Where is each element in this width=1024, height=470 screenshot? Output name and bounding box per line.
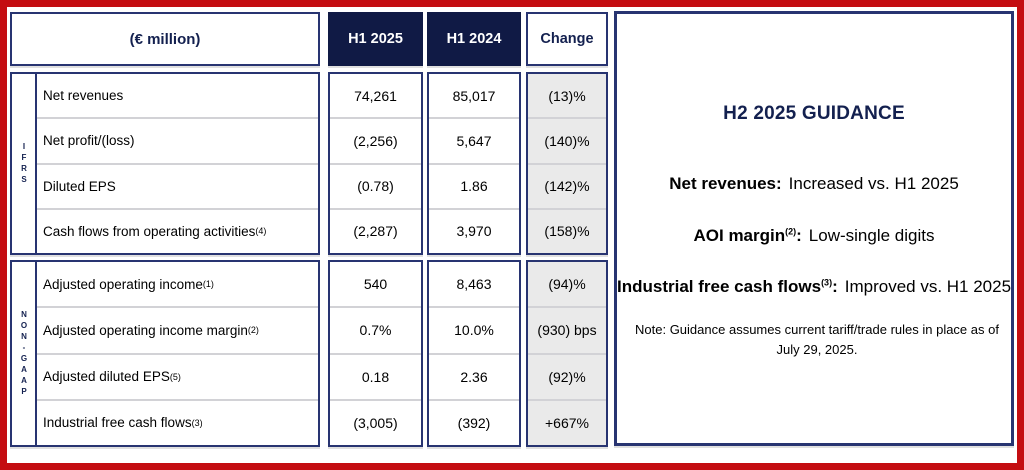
table-value-cell: 10.0% (429, 306, 519, 352)
table-value-cell: (13)% (548, 87, 586, 104)
table-row-label: Adjusted operating income (1) (43, 276, 214, 292)
guidance-label-colon: : (832, 277, 838, 296)
table-value-cell: (3,005) (330, 398, 421, 445)
guidance-label-colon: : (776, 174, 782, 193)
row-label-text: Net revenues (43, 88, 124, 104)
guidance-item-label: Industrial free cash flows(3): (617, 277, 838, 296)
values-h1-2025-ifrs: 74,261 (2,256) (0.78) (2,287) (328, 72, 423, 255)
column-header-change: Change (526, 12, 608, 66)
row-label-list: Net revenues Net profit/(loss) Diluted EPS… (37, 74, 318, 253)
row-label-text: Adjusted operating income (43, 276, 203, 292)
guidance-label-footnote: (2) (785, 226, 797, 237)
guidance-item-aoi-margin: AOI margin(2): Low-single digits (617, 226, 1011, 246)
table-value-cell: (0.78) (330, 162, 421, 208)
section-label-non-gaap: NON-GAAP (19, 309, 29, 398)
table-value-cell: (92)% (528, 352, 606, 399)
row-label-list: Adjusted operating income (1) Adjusted ope… (37, 262, 318, 445)
table-row-label: Diluted EPS (37, 162, 318, 208)
table-value-cell: (140)% (528, 117, 606, 162)
column-header-h1-2025: H1 2025 (328, 12, 423, 66)
table-row-label: Adjusted diluted EPS (5) (37, 352, 318, 399)
table-value-cell: (2,287) (330, 207, 421, 253)
table-row-label: Net revenues (37, 74, 318, 117)
values-h1-2025-non-gaap: 540 0.7% 0.18 (3,005) (328, 260, 423, 447)
table-row-label: Cash flows from operating activities (4) (37, 207, 318, 253)
table-value-cell: 0.7% (330, 306, 421, 352)
table-value-cell: 74,261 (354, 87, 397, 104)
table-row-label: Industrial free cash flows (3) (37, 398, 318, 445)
table-value-cell: (94)% (548, 276, 586, 293)
table-value-cell: 5,647 (429, 117, 519, 162)
guidance-item-industrial-free-cash-flows: Industrial free cash flows(3): Improved v… (617, 277, 1011, 297)
table-value-cell: (930) bps (528, 306, 606, 352)
table-value-cell: 3,970 (429, 207, 519, 253)
table-row-label: Net profit/(loss) (37, 117, 318, 162)
table-value-cell: 2.36 (429, 352, 519, 399)
table-value-cell: 1.86 (429, 162, 519, 208)
table-row-label: Adjusted operating income margin (2) (37, 306, 318, 352)
section-strip-non-gaap: NON-GAAP (12, 262, 37, 445)
section-strip-ifrs: IFRS (12, 74, 37, 253)
row-labels-section-ifrs: IFRS Net revenues Net profit/(loss) Dilute… (10, 72, 320, 255)
row-label-text: Cash flows from operating activities (43, 223, 256, 239)
row-label-text: Industrial free cash flows (43, 415, 192, 431)
guidance-panel: H2 2025 GUIDANCE Net revenues: Increased … (614, 11, 1014, 446)
table-value-cell: (2,256) (330, 117, 421, 162)
table-value-cell: 85,017 (452, 87, 496, 104)
guidance-label-text: Net revenues (669, 174, 776, 193)
values-change-ifrs: (13)% (140)% (142)% (158)% (526, 72, 608, 255)
row-label-text: Adjusted diluted EPS (43, 369, 170, 385)
guidance-item-label: Net revenues: (669, 174, 781, 193)
table-value-cell: 8,463 (456, 276, 492, 293)
table-unit-header: (€ million) (10, 12, 320, 66)
guidance-label-text: AOI margin (693, 226, 786, 245)
table-value-cell: 0.18 (330, 352, 421, 399)
guidance-note: Note: Guidance assumes current tariff/tr… (635, 322, 999, 357)
guidance-title: H2 2025 GUIDANCE (723, 103, 905, 124)
column-header-h1-2024: H1 2024 (427, 12, 521, 66)
guidance-item-net-revenues: Net revenues: Increased vs. H1 2025 (617, 174, 1011, 194)
values-h1-2024-ifrs: 85,017 5,647 1.86 3,970 (427, 72, 521, 255)
table-value-cell: (142)% (528, 162, 606, 208)
values-h1-2024-non-gaap: 8,463 10.0% 2.36 (392) (427, 260, 521, 447)
table-value-cell: (158)% (528, 207, 606, 253)
table-value-cell: +667% (528, 398, 606, 445)
guidance-item-value: Low-single digits (808, 226, 935, 245)
guidance-label-footnote: (3) (821, 277, 833, 288)
row-label-text: Net profit/(loss) (43, 133, 135, 149)
guidance-item-value: Increased vs. H1 2025 (788, 174, 959, 193)
table-value-cell: (392) (429, 398, 519, 445)
table-value-cell: 540 (363, 276, 388, 293)
guidance-label-text: Industrial free cash flows (617, 277, 822, 296)
row-label-text: Adjusted operating income margin (43, 322, 248, 338)
section-label-ifrs: IFRS (19, 141, 29, 186)
row-labels-section-non-gaap: NON-GAAP Adjusted operating income (1) Adj… (10, 260, 320, 447)
values-change-non-gaap: (94)% (930) bps (92)% +667% (526, 260, 608, 447)
financial-results-table: (€ million) H1 2025 H1 2024 Change IFRS … (10, 12, 608, 447)
guidance-item-label: AOI margin(2): (694, 226, 802, 245)
guidance-item-value: Improved vs. H1 2025 (844, 277, 1012, 296)
guidance-label-colon: : (796, 226, 802, 245)
row-label-text: Diluted EPS (43, 178, 116, 194)
